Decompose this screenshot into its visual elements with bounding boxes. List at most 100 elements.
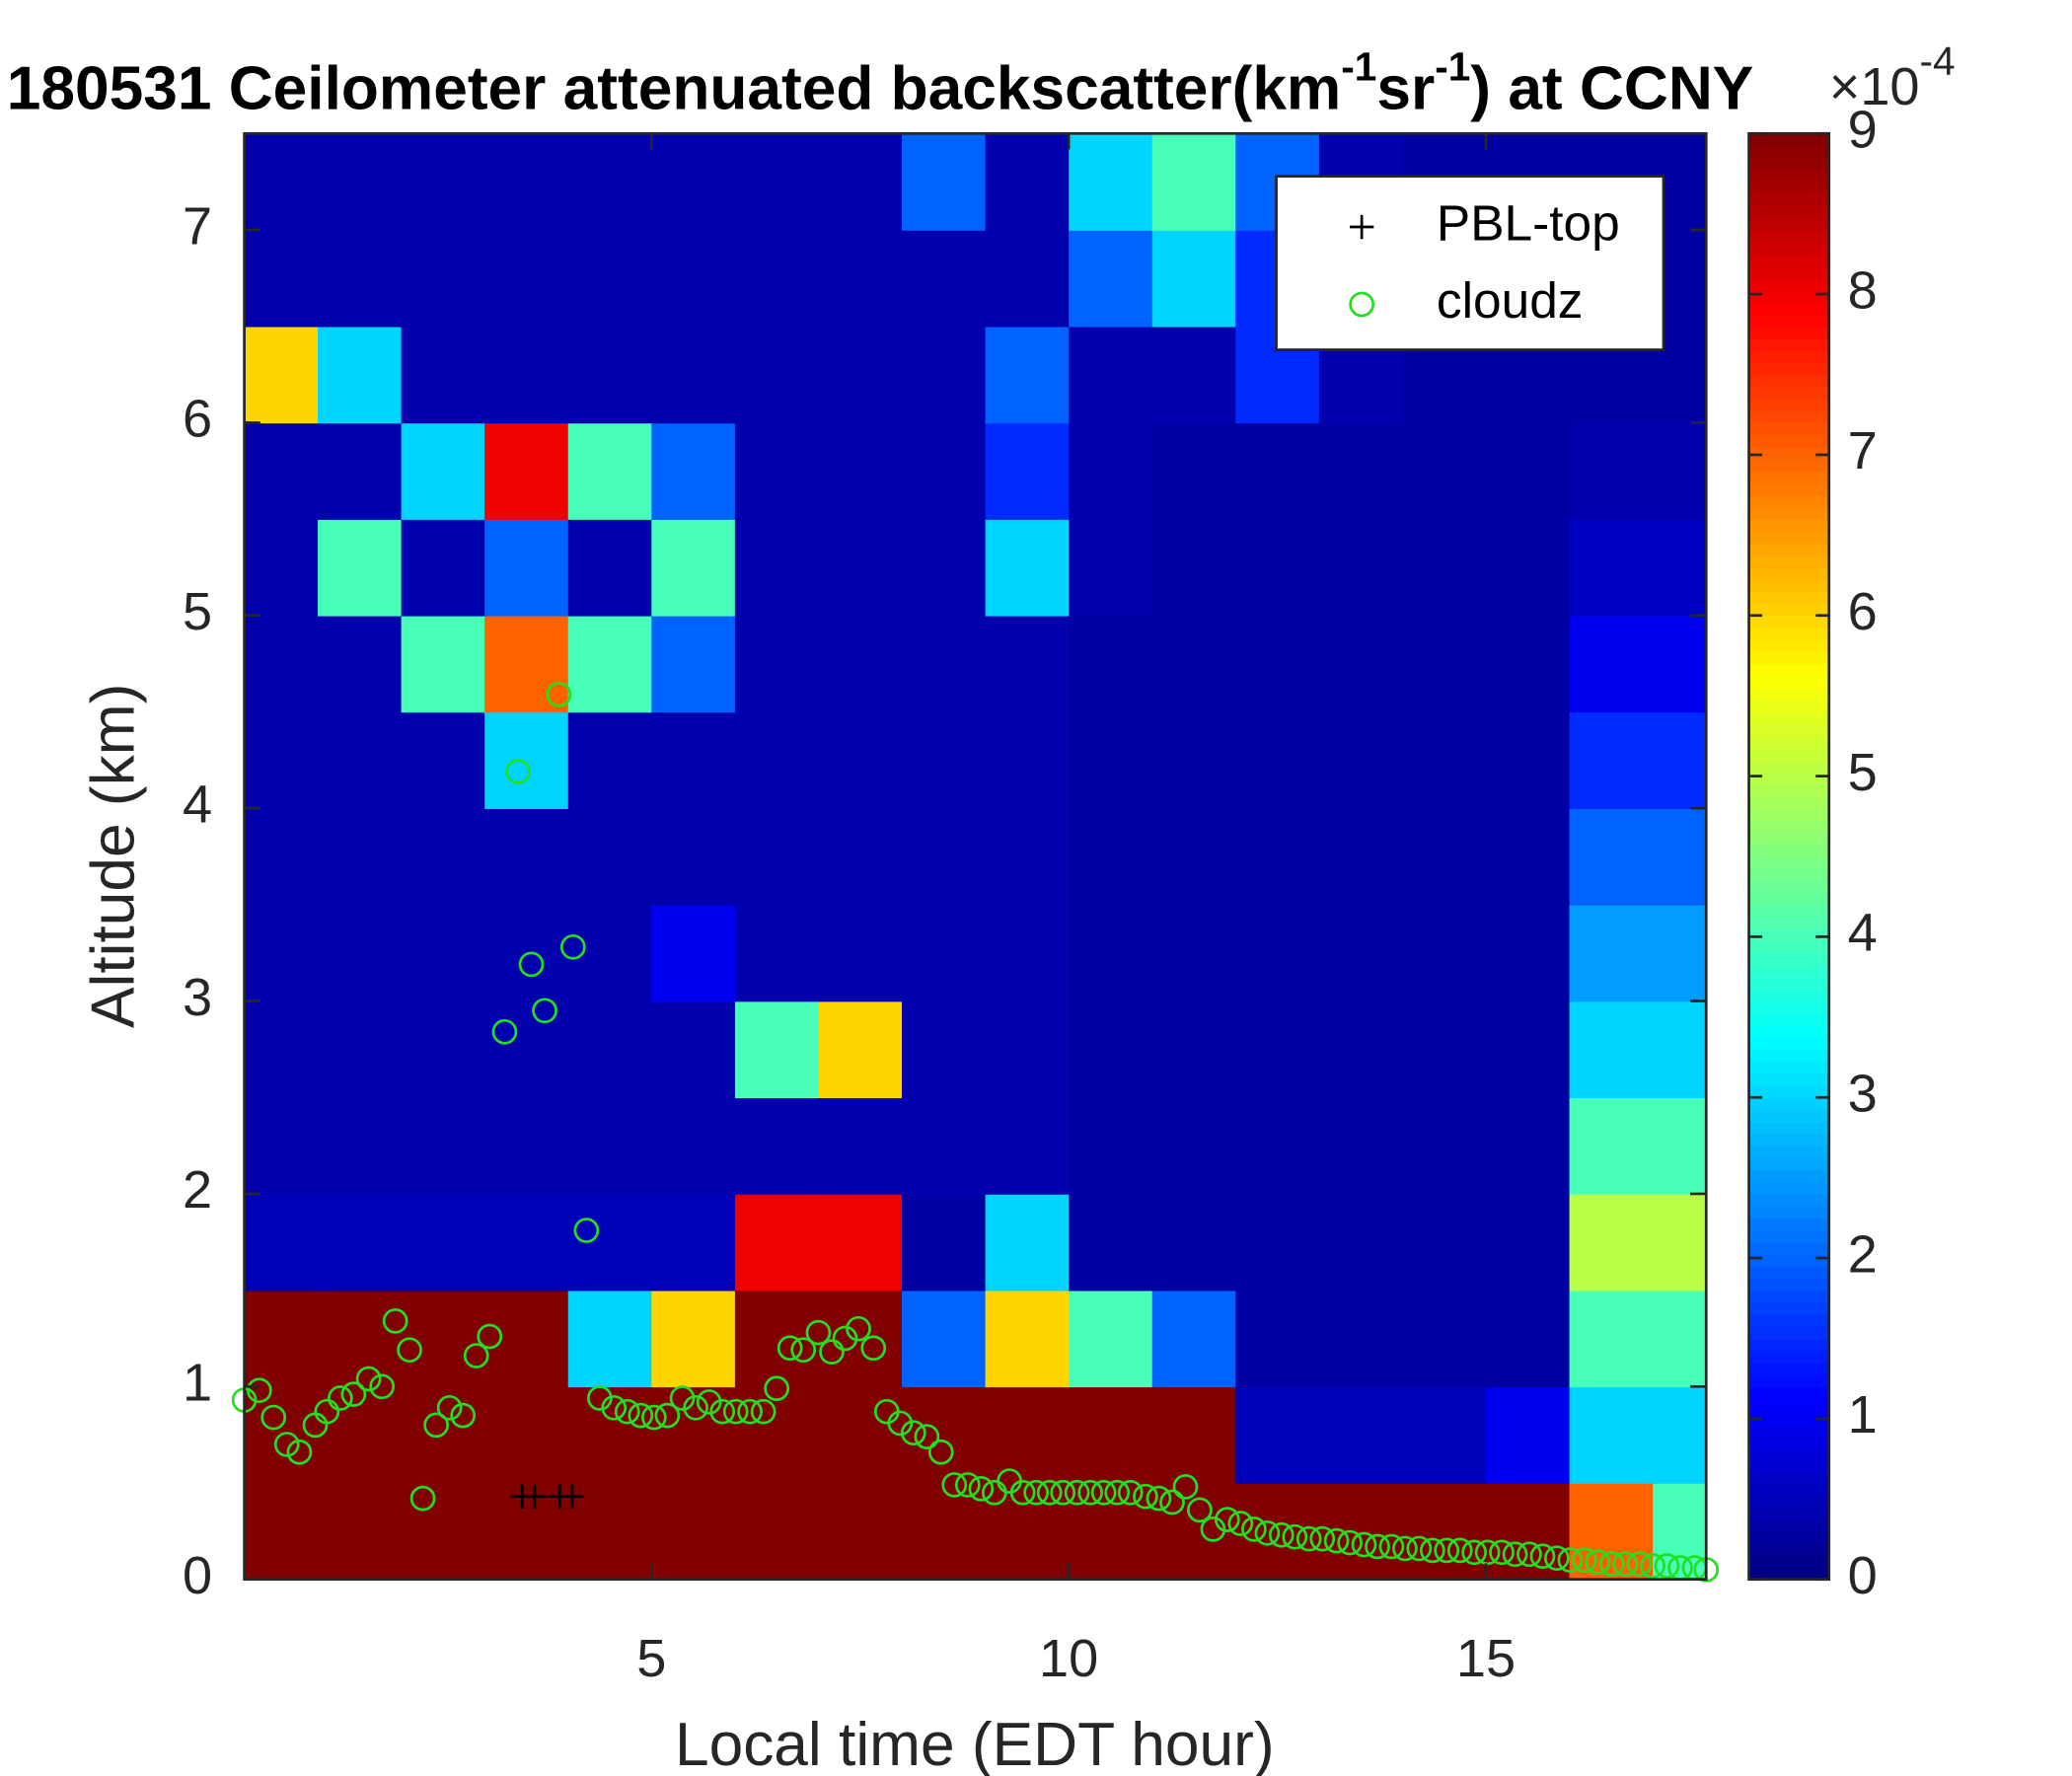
heat-cell [1653,615,1707,713]
cloud-marker [1187,1497,1213,1523]
colorbar-swatch [1748,1422,1829,1436]
heat-cell [985,904,1070,1002]
colorbar-tick-label: 8 [1848,260,1878,320]
heat-cell [1653,519,1707,617]
heat-cell [567,711,653,809]
heat-cell [818,1000,903,1099]
heat-cell [1653,1290,1707,1388]
cloud-marker [397,1337,422,1364]
colorbar-swatch [1748,230,1829,243]
heat-cell [318,1097,403,1195]
colorbar-swatch [1748,1061,1829,1074]
heat-cell [1318,904,1404,1002]
colorbar-swatch [1748,904,1829,918]
colorbar-swatch [1748,1181,1829,1195]
colorbar-swatch [1748,1555,1829,1569]
cloud-marker [450,1402,477,1429]
cloud-marker [1323,1527,1350,1554]
cloud-marker [1529,1543,1556,1570]
colorbar-swatch [1748,1386,1829,1400]
heat-cell [484,326,569,424]
heat-cell [1069,422,1153,520]
heat-cell [1402,422,1487,520]
cloud-marker [1133,1483,1158,1510]
heat-cell [318,808,403,906]
colorbar-swatch [1748,1507,1829,1520]
heat-cell [1485,1193,1571,1292]
heat-cell [1569,711,1654,809]
colorbar-swatch [1748,772,1829,785]
heat-cell [1069,615,1153,713]
heat-cell [244,230,319,328]
pbl-marker [522,1484,548,1509]
heat-cell [244,422,319,520]
colorbar-swatch [1748,145,1829,159]
cloud-marker [1461,1539,1488,1566]
title-part: ) at CCNY [1470,55,1753,123]
colorbar-swatch [1748,1073,1829,1086]
colorbar-tick-label: 6 [1848,582,1878,641]
colorbar-swatch [1748,1518,1829,1532]
heat-cell [1151,1097,1237,1195]
legend-box [1275,175,1665,351]
heat-cell [985,1097,1070,1195]
heat-cell [1069,904,1153,1002]
title-part: 180531 Ceilometer attenuated backscatter… [7,55,1342,123]
plot-frame [243,131,1708,1582]
colorbar-swatch [1748,1326,1829,1340]
cloud-marker [355,1366,382,1392]
legend-marker [1349,291,1375,318]
x-tick-label: 5 [636,1629,666,1688]
heat-cell [1235,904,1320,1002]
cloud-marker [559,933,586,960]
heat-cell [734,1386,820,1484]
cloud-marker [423,1412,449,1439]
heat-cell [244,1482,319,1580]
colorbar-tick-label: 9 [1848,101,1878,160]
heat-cell [484,1290,569,1388]
heat-cell [1402,1097,1487,1195]
heat-cell [244,904,319,1002]
colorbar-swatch [1748,808,1829,822]
colorbar-swatch [1748,917,1829,929]
colorbar-swatch [1748,446,1829,460]
colorbar-swatch [1748,940,1829,954]
colorbar-swatch [1748,277,1829,291]
heat-cell [1318,519,1404,617]
heat-cell [985,519,1070,617]
heat-cell [1069,519,1153,617]
heat-cell [734,615,820,713]
heat-cell [1485,904,1571,1002]
heat-cell [567,904,653,1002]
legend-label: cloudz [1437,271,1584,329]
cloud-marker [1406,1535,1433,1562]
cloud-marker [846,1315,871,1342]
exponent-base: ×10 [1829,57,1920,116]
cloud-marker [669,1385,696,1411]
cloud-marker [1502,1541,1528,1568]
heat-cell [401,326,485,424]
heat-cell [1569,1482,1654,1580]
title-superscript: -1 [1341,43,1376,89]
heat-cell [902,1097,987,1195]
heat-cell [1569,1000,1654,1099]
heat-cell [734,133,820,231]
heat-cell [1653,1386,1707,1484]
heat-cell [1485,615,1571,713]
cloud-marker [1612,1551,1639,1577]
heat-cell [985,230,1070,328]
heat-cell [651,1193,736,1292]
cloud-marker [505,759,531,784]
heat-cell [244,1386,319,1484]
x-tick-label: 10 [1039,1629,1098,1688]
heat-cell [1402,1000,1487,1099]
colorbar-swatch [1748,1458,1829,1472]
colorbar-swatch [1748,748,1829,761]
colorbar-swatch [1748,1350,1829,1364]
heat-cell [1653,904,1707,1002]
y-tick-label: 3 [183,968,212,1027]
cloud-marker [518,951,545,978]
heat-cell [1485,711,1571,809]
colorbar-swatch [1748,1037,1829,1051]
